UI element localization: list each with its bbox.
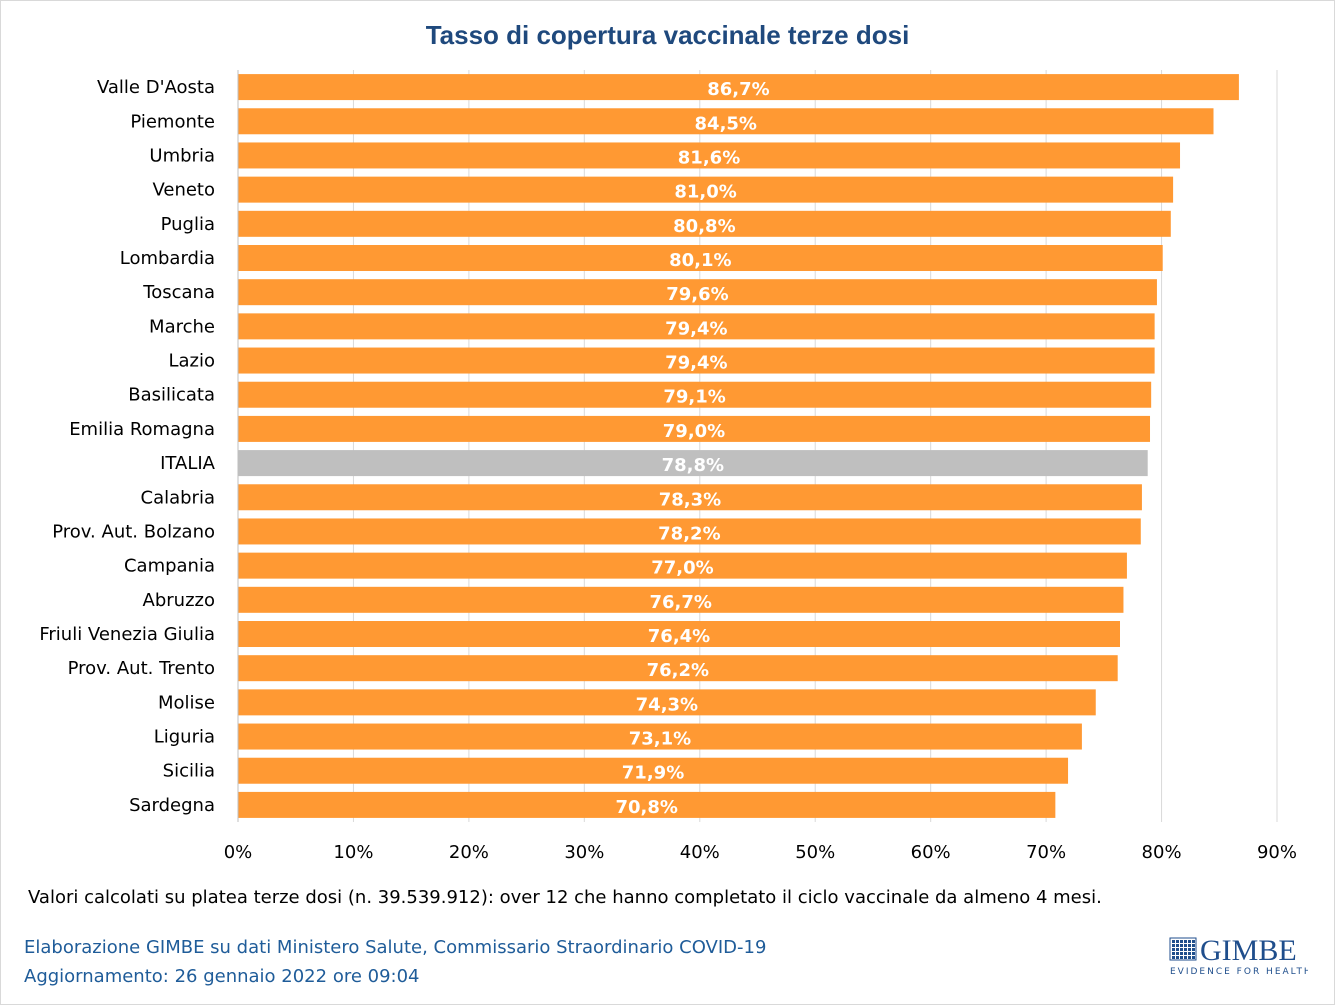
x-tick-label: 70%	[1026, 842, 1066, 863]
category-label: Campania	[124, 556, 215, 577]
category-label: Piemonte	[130, 111, 215, 132]
bar	[238, 586, 1124, 613]
data-label: 74,3%	[636, 694, 698, 715]
bar	[238, 552, 1127, 579]
category-label: Valle D'Aosta	[97, 77, 215, 98]
bar	[238, 655, 1118, 682]
category-label: Veneto	[152, 180, 215, 201]
bar	[238, 108, 1214, 135]
bar	[238, 450, 1148, 477]
bar	[238, 74, 1239, 101]
category-label: Lazio	[168, 351, 215, 372]
bar	[238, 210, 1171, 237]
data-label: 70,8%	[615, 797, 677, 818]
bar	[238, 757, 1069, 784]
source-text: Elaborazione GIMBE su dati Ministero Sal…	[24, 937, 767, 958]
category-label: Toscana	[142, 282, 215, 303]
bar	[238, 313, 1155, 340]
data-label: 79,1%	[663, 387, 725, 408]
bar	[238, 347, 1155, 374]
bar	[238, 723, 1082, 750]
data-label: 80,8%	[673, 216, 735, 237]
category-label: Emilia Romagna	[69, 419, 215, 440]
x-tick-label: 50%	[795, 842, 835, 863]
svg-text:GIMBE: GIMBE	[1200, 934, 1297, 967]
bar	[238, 381, 1152, 408]
data-label: 84,5%	[695, 113, 757, 134]
category-label: Puglia	[161, 214, 215, 235]
bar	[238, 415, 1151, 442]
category-label: Basilicata	[128, 385, 215, 406]
data-label: 77,0%	[651, 558, 713, 579]
data-label: 86,7%	[707, 79, 769, 100]
data-label: 78,8%	[662, 455, 724, 476]
data-label: 73,1%	[629, 729, 691, 750]
bar	[238, 279, 1157, 306]
data-label: 79,0%	[663, 421, 725, 442]
bar	[238, 518, 1141, 545]
x-tick-label: 90%	[1257, 842, 1297, 863]
x-tick-label: 80%	[1142, 842, 1182, 863]
bar	[238, 689, 1096, 716]
category-label: Prov. Aut. Trento	[68, 658, 215, 679]
category-label: Abruzzo	[143, 590, 215, 611]
category-label: Sicilia	[163, 761, 215, 782]
chart-title: Tasso di copertura vaccinale terze dosi	[425, 20, 910, 50]
bar	[238, 142, 1181, 169]
data-label: 71,9%	[622, 763, 684, 784]
data-label: 79,4%	[665, 353, 727, 374]
data-label: 78,2%	[658, 523, 720, 544]
category-label: Marche	[149, 316, 215, 337]
data-label: 79,6%	[666, 284, 728, 305]
bar-chart: 0% 10% 20% 30% 40% 50% 60% 70% 80% 90% Valle D'Aos…	[39, 70, 1297, 863]
x-tick-label: 40%	[680, 842, 720, 863]
data-label: 80,1%	[669, 250, 731, 271]
data-label: 81,6%	[678, 147, 740, 168]
category-label: Liguria	[154, 727, 215, 748]
bar	[238, 245, 1163, 271]
category-label: Lombardia	[120, 248, 215, 269]
category-label: Calabria	[141, 487, 216, 508]
data-label: 76,4%	[648, 626, 710, 647]
footnote: Valori calcolati su platea terze dosi (n…	[28, 887, 1102, 908]
category-label: Molise	[158, 692, 215, 713]
x-tick-label: 0%	[224, 842, 253, 863]
category-label: Sardegna	[129, 795, 215, 816]
category-label: Prov. Aut. Bolzano	[52, 521, 215, 542]
data-label: 76,7%	[650, 592, 712, 613]
svg-text:EVIDENCE FOR HEALTH: EVIDENCE FOR HEALTH	[1170, 967, 1308, 977]
x-tick-label: 30%	[564, 842, 604, 863]
x-tick-label: 20%	[449, 842, 489, 863]
category-label: Umbria	[149, 145, 215, 166]
update-text: Aggiornamento: 26 gennaio 2022 ore 09:04	[24, 966, 420, 987]
data-label: 81,0%	[674, 182, 736, 203]
data-label: 78,3%	[659, 489, 721, 510]
data-label: 79,4%	[665, 318, 727, 339]
gimbe-logo: GIMBE EVIDENCE FOR HEALTH	[1169, 934, 1308, 977]
bar	[238, 791, 1056, 818]
x-tick-label: 60%	[911, 842, 951, 863]
bar	[238, 176, 1174, 203]
data-label: 76,2%	[647, 660, 709, 681]
bar	[238, 621, 1120, 647]
category-label: Friuli Venezia Giulia	[39, 624, 215, 645]
bar	[238, 484, 1142, 511]
x-tick-label: 10%	[333, 842, 373, 863]
category-label: ITALIA	[160, 453, 216, 474]
